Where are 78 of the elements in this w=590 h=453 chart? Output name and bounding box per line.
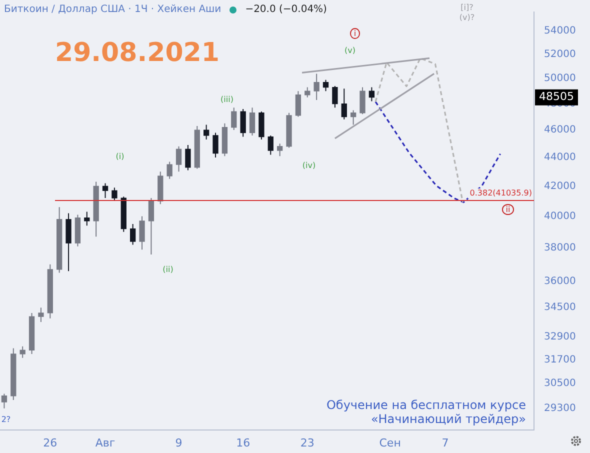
y-tick-label: 40000: [544, 210, 576, 222]
candlestick: [185, 144, 191, 171]
annotation: (i): [116, 152, 124, 161]
annotation: 48505: [539, 90, 574, 104]
y-tick-label: 38000: [544, 242, 576, 254]
y-tick-label: 32900: [544, 331, 576, 342]
annotation: 2?: [1, 415, 11, 424]
x-tick-label: 9: [175, 436, 182, 450]
candlestick: [47, 264, 53, 319]
candlestick: [295, 90, 302, 118]
candlestick: [286, 112, 292, 148]
candlestick: [322, 79, 329, 92]
y-tick-label: 52000: [544, 49, 576, 60]
line-series: [374, 57, 464, 204]
candlestick: [314, 73, 320, 100]
candlestick: [360, 86, 366, 115]
candlestick: [258, 111, 264, 140]
annotation: (ii): [162, 265, 174, 274]
candlestick: [28, 312, 35, 354]
candlestick: [38, 307, 44, 323]
candlestick: [102, 182, 108, 199]
candlestick: [350, 110, 356, 126]
y-tick-label: 42000: [544, 180, 576, 192]
annotation: (v): [344, 46, 356, 55]
y-tick-label: 31700: [544, 354, 576, 366]
candlestick: [93, 181, 99, 238]
x-tick-label: Авг: [95, 436, 116, 450]
y-tick-label: 30500: [544, 378, 576, 390]
annotation: (iv): [302, 161, 316, 170]
annotation: Обучение на бесплатном курсе «Начинающий трейдер»: [326, 398, 526, 426]
y-tick-label: 50000: [544, 73, 576, 84]
candlestick: [148, 198, 154, 255]
candlestick: [120, 196, 126, 232]
y-tick-label: 36000: [544, 276, 576, 287]
candlestick: [130, 224, 136, 246]
y-tick-label: 46000: [544, 124, 576, 136]
candlestick: [20, 346, 26, 358]
y-tick-label: 54000: [544, 26, 576, 37]
annotation: [i]?: [460, 3, 474, 12]
candlestick: [74, 214, 81, 247]
text: 29.08.2021: [55, 38, 220, 68]
candlestick: [212, 132, 218, 158]
candlestick: [66, 212, 72, 272]
y-tick-label: 34500: [544, 302, 576, 314]
candlestick: [158, 171, 164, 205]
candlestick: [203, 124, 210, 140]
x-tick-label: 7: [442, 436, 449, 450]
annotation: (iii): [220, 95, 234, 104]
candlestick: [1, 393, 8, 409]
candlestick: [231, 107, 237, 131]
candlestick: [194, 126, 200, 170]
x-tick-label: 23: [300, 436, 314, 450]
candlestick: [84, 211, 90, 226]
x-tick-label: 16: [236, 436, 250, 450]
chart-title: Биткоин / Доллар США · 1Ч · Хейкен Аши: [4, 4, 222, 15]
annotation: −20.0 (−0.04%): [245, 4, 327, 15]
annotation: (v)?: [459, 13, 475, 22]
candlestick: [341, 88, 347, 120]
ref-line-label: 0.382(41035.9): [470, 188, 532, 198]
annotation: ii: [502, 204, 514, 215]
x-tick-label: 26: [43, 436, 58, 450]
annotation: i: [350, 28, 360, 39]
candlestick: [276, 143, 283, 157]
candlestick: [10, 348, 16, 401]
y-tick-label: 44000: [544, 152, 576, 164]
candlestick: [176, 146, 182, 172]
candlestick: [249, 107, 256, 136]
candlestick: [268, 134, 274, 156]
candlestick: [332, 86, 338, 108]
x-tick-label: Сен: [379, 436, 401, 450]
candlestick: [304, 86, 310, 98]
candlestick: [139, 216, 145, 250]
candlestick: [368, 86, 375, 102]
y-tick-label: 29300: [544, 402, 576, 414]
candlestick: [222, 122, 228, 157]
candlestick: [56, 206, 62, 274]
candlestick: [166, 161, 172, 180]
candlestick: [240, 108, 246, 138]
